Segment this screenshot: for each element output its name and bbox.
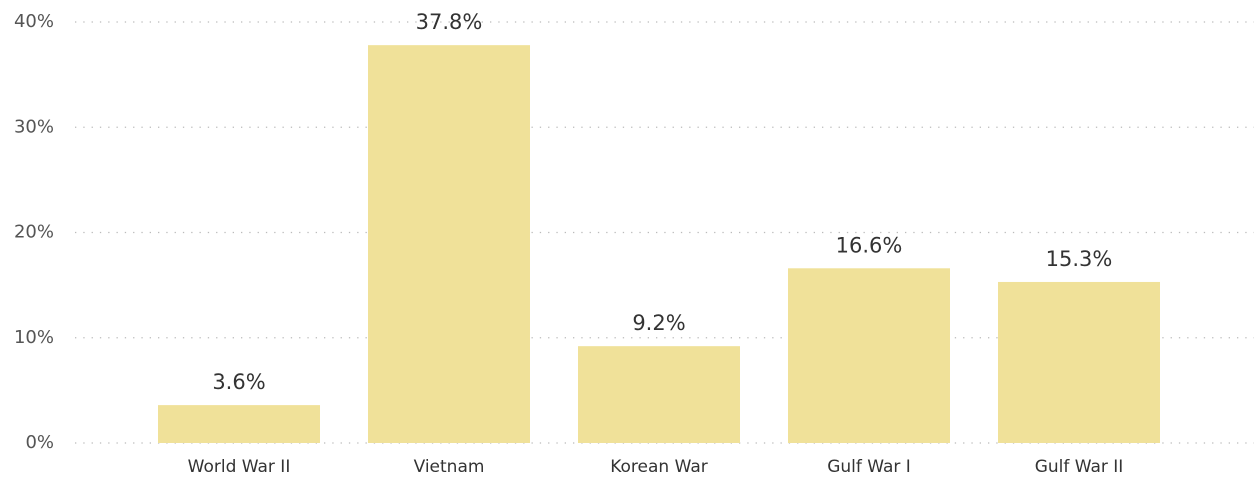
y-tick-label: 40% <box>14 11 54 32</box>
x-tick-label: Vietnam <box>414 457 485 477</box>
bar <box>158 405 320 443</box>
value-label: 15.3% <box>1046 247 1113 271</box>
value-label: 37.8% <box>416 10 483 34</box>
bar <box>578 346 740 443</box>
x-tick-label: World War II <box>188 457 291 477</box>
x-tick-label: Korean War <box>610 457 708 477</box>
bar <box>788 268 950 443</box>
bar <box>368 45 530 443</box>
y-tick-label: 0% <box>25 432 54 453</box>
x-tick-label: Gulf War II <box>1035 457 1124 477</box>
value-label: 3.6% <box>212 370 265 394</box>
bar <box>998 281 1160 443</box>
y-tick-label: 30% <box>14 116 54 137</box>
x-tick-label: Gulf War I <box>827 457 911 477</box>
y-tick-label: 10% <box>14 327 54 348</box>
value-label: 9.2% <box>632 311 685 335</box>
y-tick-label: 20% <box>14 222 54 243</box>
value-label: 16.6% <box>836 233 903 257</box>
